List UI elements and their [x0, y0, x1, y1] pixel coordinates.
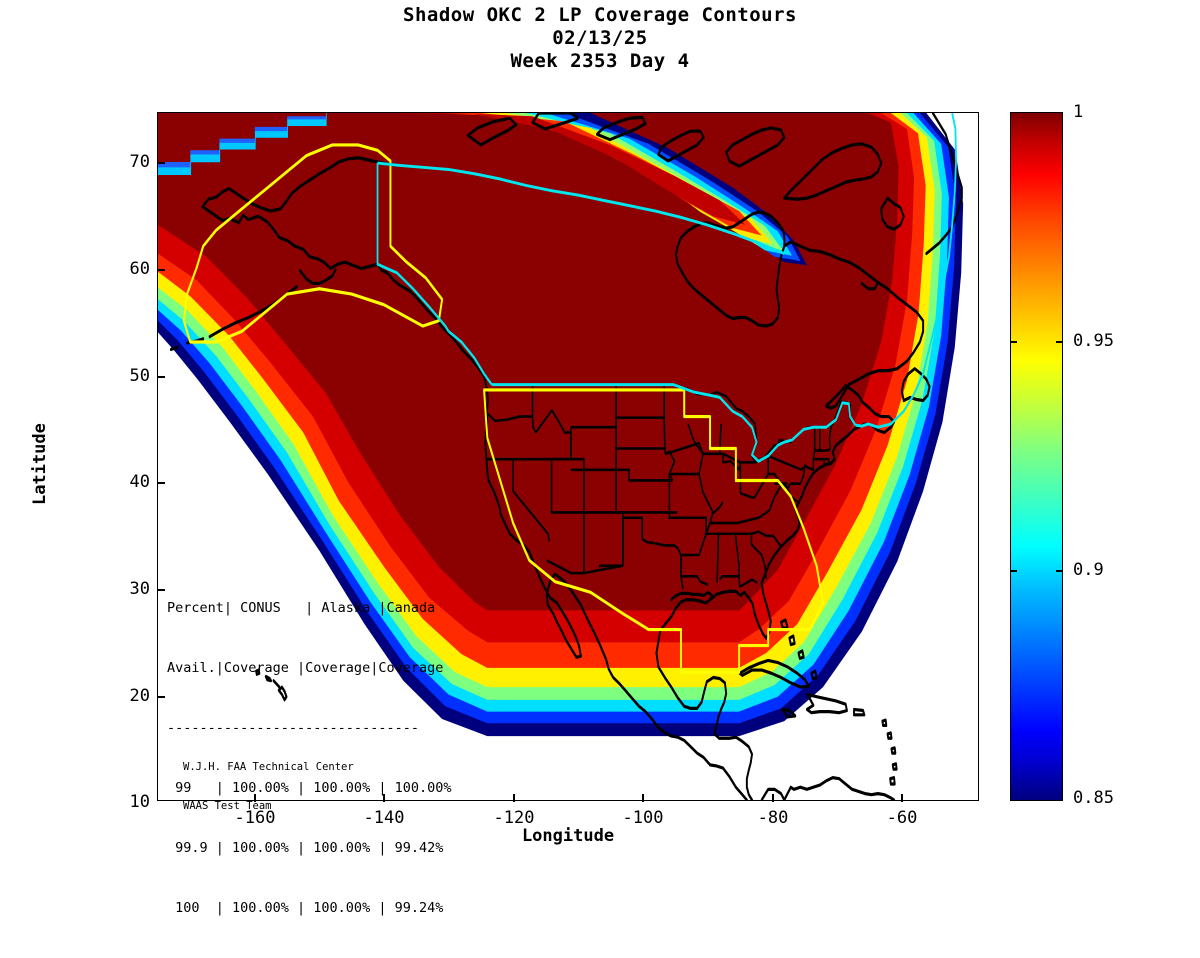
ytick-mark [157, 376, 165, 378]
figure-title: Shadow OKC 2 LP Coverage Contours 02/13/… [0, 4, 1200, 73]
table-row: 99 | 100.00% | 100.00% | 100.00% [167, 780, 452, 796]
xtick-minus120: -120 [493, 808, 535, 828]
ytick-mark [157, 162, 165, 164]
xtick-mark [901, 793, 903, 802]
ytick-mark [157, 269, 165, 271]
xtick-mark [513, 793, 515, 802]
colorbar [1010, 112, 1063, 801]
north-edge-fringe [158, 113, 327, 176]
ytick-70: 70 [129, 152, 150, 172]
xtick-minus80: -80 [757, 808, 789, 828]
colorbar-tick-mark [1010, 341, 1017, 343]
colorbar-tick-mark [1056, 570, 1063, 572]
table-row: 99.9 | 100.00% | 100.00% | 99.42% [167, 840, 444, 856]
y-axis-title: Latitude [30, 423, 50, 505]
map-axes [157, 112, 979, 801]
ytick-mark [157, 482, 165, 484]
coverage-map-svg [158, 113, 964, 800]
xtick-minus100: -100 [622, 808, 664, 828]
xtick-minus140: -140 [363, 808, 405, 828]
plot-figure: Shadow OKC 2 LP Coverage Contours 02/13/… [0, 4, 1200, 916]
title-line-2: 02/13/25 [552, 27, 648, 49]
colorbar-tick-1: 1 [1073, 102, 1084, 122]
table-row: 100 | 100.00% | 100.00% | 99.24% [167, 900, 444, 916]
colorbar-tick-09: 0.9 [1073, 560, 1104, 580]
coverage-map [158, 113, 978, 800]
ytick-50: 50 [129, 366, 150, 386]
xtick-mark [772, 793, 774, 802]
xtick-mark [254, 793, 256, 802]
table-header-line-1: Percent| CONUS | Alaska |Canada [167, 600, 436, 616]
state-borders [486, 383, 857, 590]
ytick-20: 20 [129, 686, 150, 706]
coverage-summary-table: Percent| CONUS | Alaska |Canada Avail.|C… [167, 558, 451, 958]
credit-line-2: WAAS Test Team [183, 800, 272, 812]
ytick-40: 40 [129, 472, 150, 492]
title-line-1: Shadow OKC 2 LP Coverage Contours [403, 4, 797, 26]
xtick-minus160: -160 [234, 808, 276, 828]
credit-line-1: W.J.H. FAA Technical Center [183, 761, 354, 773]
ytick-mark [157, 589, 165, 591]
colorbar-tick-mark [1056, 341, 1063, 343]
canada-service-volume [376, 113, 957, 463]
ytick-30: 30 [129, 579, 150, 599]
xtick-mark [383, 793, 385, 802]
xtick-mark [642, 793, 644, 802]
x-axis-title: Longitude [521, 826, 615, 846]
table-rule: ------------------------------- [167, 720, 419, 736]
title-line-3: Week 2353 Day 4 [510, 50, 690, 72]
ytick-10: 10 [129, 792, 150, 812]
ytick-60: 60 [129, 259, 150, 279]
xtick-minus60: -60 [886, 808, 918, 828]
table-header-line-2: Avail.|Coverage |Coverage|Coverage [167, 660, 444, 676]
colorbar-tick-mark [1010, 570, 1017, 572]
credit-block: W.J.H. FAA Technical Center WAAS Test Te… [183, 735, 354, 839]
conus-alaska-service-volume [182, 143, 825, 674]
colorbar-tick-095: 0.95 [1073, 331, 1114, 351]
colorbar-tick-085: 0.85 [1073, 788, 1114, 808]
ytick-mark [157, 696, 165, 698]
